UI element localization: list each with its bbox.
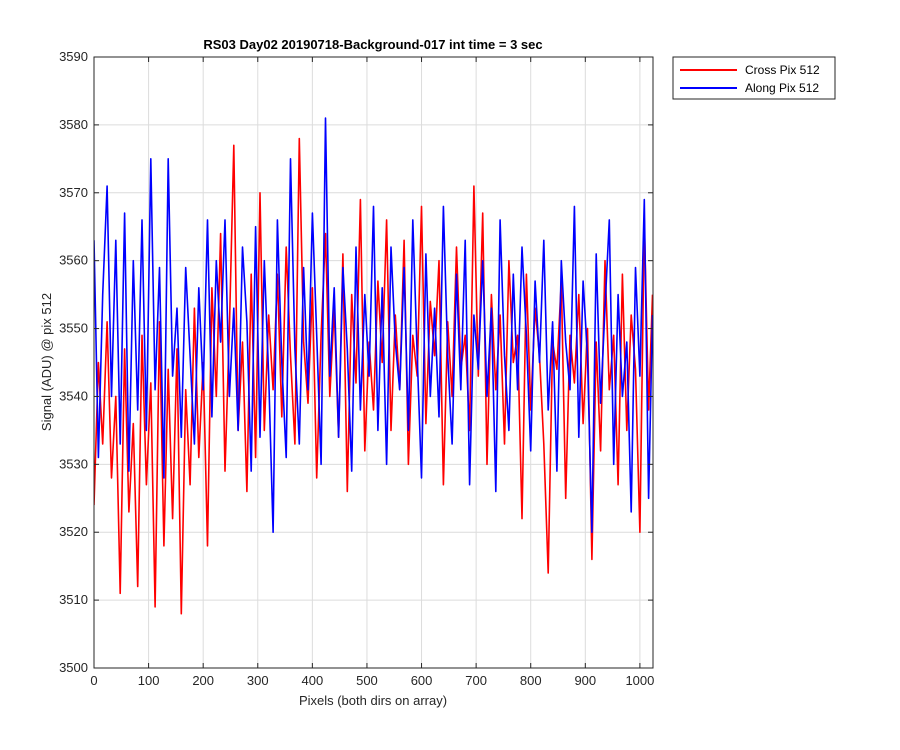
- y-tick-label: 3510: [59, 592, 88, 607]
- y-tick-label: 3500: [59, 660, 88, 675]
- x-tick-label: 600: [411, 673, 433, 688]
- legend-box: [672, 56, 836, 100]
- axes-box: [93, 56, 654, 669]
- tick-layer: 0 100 200 300 400 500 600 700 800 900 1000 3500 3510…: [59, 49, 654, 688]
- x-tick-label: 0: [90, 673, 97, 688]
- chart-title: RS03 Day02 20190718-Background-017 int t…: [203, 37, 542, 52]
- series-line-along-pix-512: [94, 117, 653, 534]
- x-tick-label: 900: [574, 673, 596, 688]
- y-tick-label: 3570: [59, 185, 88, 200]
- x-tick-label: 800: [520, 673, 542, 688]
- legend-label-cross: Cross Pix 512: [745, 63, 820, 77]
- series-layer: [94, 117, 653, 615]
- x-tick-label: 400: [302, 673, 324, 688]
- y-tick-label: 3530: [59, 456, 88, 471]
- x-tick-label: 300: [247, 673, 269, 688]
- x-axis-title: Pixels (both dirs on array): [299, 693, 447, 708]
- y-tick-label: 3540: [59, 388, 88, 403]
- y-tick-label: 3580: [59, 117, 88, 132]
- y-tick-label: 3560: [59, 253, 88, 268]
- legend: Cross Pix 512 Along Pix 512: [672, 56, 836, 100]
- y-tick-label: 3590: [59, 49, 88, 64]
- x-tick-label: 500: [356, 673, 378, 688]
- y-tick-label: 3550: [59, 321, 88, 336]
- x-tick-label: 200: [192, 673, 214, 688]
- legend-label-along: Along Pix 512: [745, 81, 819, 95]
- plot-area: [93, 56, 654, 669]
- y-tick-label: 3520: [59, 524, 88, 539]
- y-axis-title: Signal (ADU) @ pix 512: [39, 293, 54, 431]
- x-tick-label: 1000: [625, 673, 654, 688]
- x-tick-label: 100: [138, 673, 160, 688]
- x-tick-label: 700: [465, 673, 487, 688]
